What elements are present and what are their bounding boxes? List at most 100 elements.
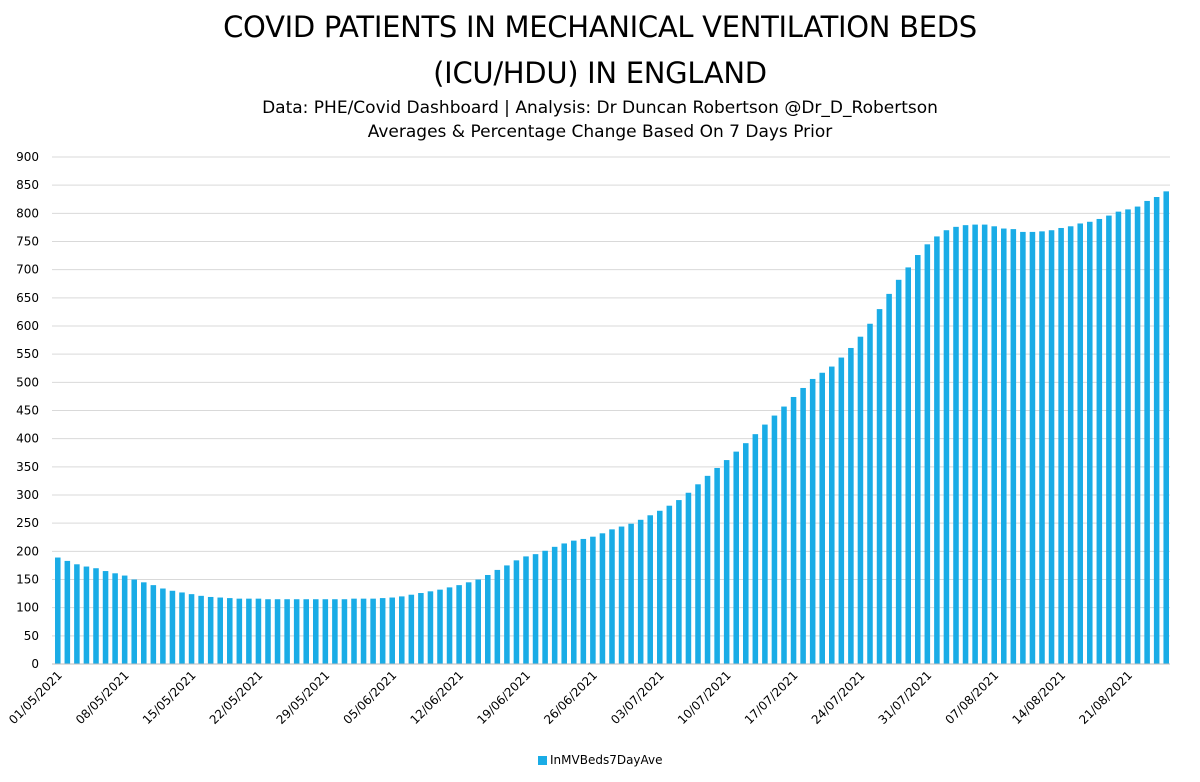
bar [293, 599, 300, 664]
bar [332, 599, 338, 664]
x-tick-label: 24/07/2021 [809, 668, 868, 727]
bar [360, 598, 367, 664]
bar [456, 585, 462, 664]
bar [523, 556, 529, 664]
bar [771, 415, 778, 664]
bar [341, 599, 348, 664]
bar [427, 591, 434, 664]
y-tick-label: 50 [24, 629, 39, 643]
y-tick-label: 450 [16, 404, 39, 418]
y-tick-label: 300 [16, 488, 39, 502]
bar [886, 293, 892, 664]
bar [666, 505, 673, 664]
bar [743, 443, 749, 664]
bar [255, 598, 262, 664]
bar [618, 526, 625, 664]
legend-swatch [538, 755, 547, 765]
bar [752, 434, 759, 664]
bar [981, 224, 988, 664]
bar [1134, 206, 1141, 664]
y-tick-label: 850 [16, 178, 39, 192]
bar [723, 460, 730, 664]
y-tick-label: 350 [16, 460, 39, 474]
bar [1039, 231, 1045, 665]
bar [513, 560, 520, 664]
bar [781, 406, 787, 664]
bar [379, 598, 386, 664]
bar [905, 267, 911, 664]
bar [609, 529, 615, 664]
bar [236, 598, 243, 664]
x-tick-label: 12/06/2021 [407, 668, 466, 727]
bar [102, 571, 109, 664]
bar [227, 598, 233, 664]
bar [590, 536, 596, 664]
bar [599, 533, 606, 664]
bar [972, 224, 978, 664]
bar [504, 565, 510, 664]
bar [198, 595, 204, 664]
bar [217, 597, 223, 664]
bar [1048, 230, 1055, 665]
bar [800, 387, 806, 664]
y-tick-label: 0 [31, 657, 39, 671]
bar [1067, 226, 1074, 665]
y-tick-label: 250 [16, 516, 39, 530]
bar [962, 225, 969, 664]
bar [647, 515, 653, 664]
bar [580, 538, 587, 664]
bar [465, 582, 472, 664]
bar [838, 357, 845, 664]
bar [485, 574, 491, 664]
bar [819, 372, 825, 664]
bar [867, 323, 873, 664]
bar [953, 226, 959, 664]
bar [657, 510, 663, 664]
bar [1087, 221, 1093, 664]
bar [1001, 228, 1007, 665]
bar [74, 564, 80, 664]
bar [924, 244, 931, 664]
chart-subtitle-method: Averages & Percentage Change Based On 7 … [367, 122, 833, 142]
bar [322, 599, 329, 664]
y-tick-label: 550 [16, 347, 39, 361]
bar [1077, 223, 1083, 664]
chart-subtitle-source: Data: PHE/Covid Dashboard | Analysis: Dr… [262, 98, 938, 118]
bar [1153, 197, 1160, 664]
y-tick-label: 500 [16, 375, 39, 389]
legend-label: InMVBeds7DayAve [550, 753, 663, 767]
bar [169, 590, 176, 664]
bar [351, 598, 357, 664]
bar [1163, 191, 1169, 665]
bar [303, 599, 309, 664]
y-tick-label: 800 [16, 206, 39, 220]
bar [829, 366, 835, 664]
x-tick-label: 15/05/2021 [140, 668, 199, 727]
x-tick-label: 21/08/2021 [1076, 668, 1135, 727]
y-tick-label: 750 [16, 235, 39, 249]
bar [408, 594, 415, 664]
bar [284, 599, 290, 664]
y-tick-label: 700 [16, 263, 39, 277]
bar [370, 598, 376, 664]
bar [704, 475, 711, 664]
bar [179, 592, 185, 664]
x-tick-label: 08/05/2021 [73, 668, 132, 727]
bar [895, 279, 902, 664]
bar [934, 236, 940, 664]
bar [542, 550, 548, 664]
bar [112, 573, 118, 664]
y-tick-label: 150 [16, 573, 39, 587]
bar [561, 543, 567, 664]
bar [1125, 209, 1131, 664]
bar [64, 560, 71, 664]
bar [551, 546, 558, 664]
y-tick-label: 900 [16, 150, 39, 164]
x-tick-label: 01/05/2021 [6, 668, 65, 727]
bar [1020, 231, 1026, 665]
bar [207, 596, 214, 664]
bar [1029, 231, 1036, 665]
x-tick-label: 05/06/2021 [341, 668, 400, 727]
bar [150, 585, 157, 664]
